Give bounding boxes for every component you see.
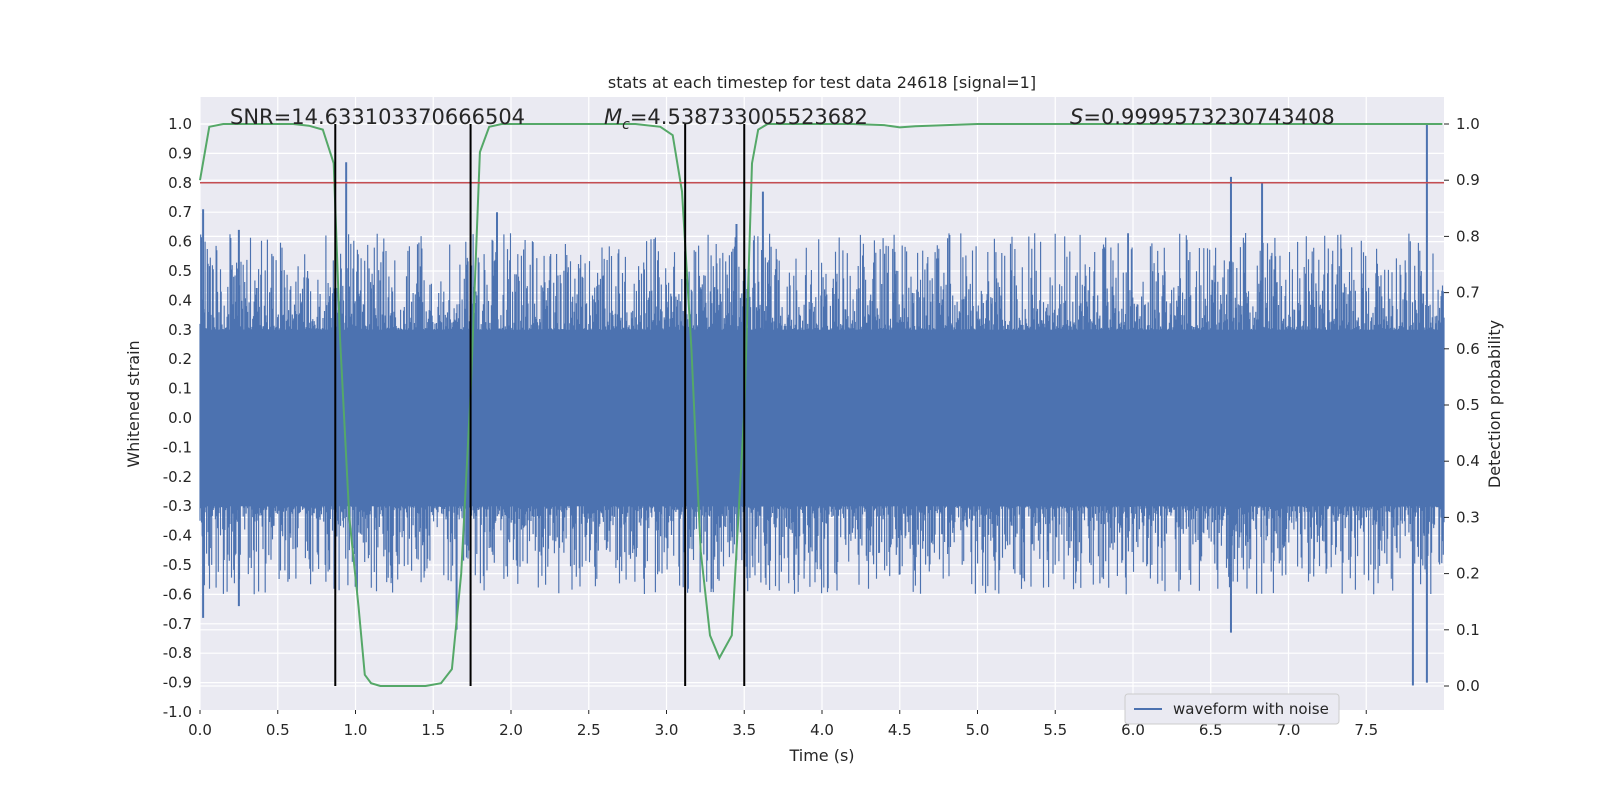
y-tick-label: 0.1 xyxy=(168,380,192,398)
x-tick-label: 1.5 xyxy=(421,721,445,739)
legend: waveform with noise xyxy=(1124,693,1340,725)
y-right-tick-label: 0.4 xyxy=(1456,452,1480,470)
y-right-tick-label: 0.9 xyxy=(1456,171,1480,189)
y-tick-label: -0.9 xyxy=(163,674,192,692)
y-right-tick-label: 0.8 xyxy=(1456,227,1480,245)
y-tick-label: -0.5 xyxy=(163,556,192,574)
waveform-series xyxy=(199,124,1445,686)
x-tick-label: 7.0 xyxy=(1277,721,1301,739)
x-tick-label: 0.0 xyxy=(188,721,212,739)
y-tick-label: -0.8 xyxy=(163,644,192,662)
y-right-tick-label: 1.0 xyxy=(1456,115,1480,133)
x-tick-label: 4.5 xyxy=(888,721,912,739)
tick-labels: -1.0 -0.9 -0.8 -0.7 -0.6 -0.5 -0.4 -0.3 -0.2 -0.1… xyxy=(163,115,1480,739)
x-tick-label: 0.5 xyxy=(266,721,290,739)
y-tick-label: 0.9 xyxy=(168,144,192,162)
y-right-tick-label: 0.3 xyxy=(1456,508,1480,526)
y-tick-label: 0.3 xyxy=(168,321,192,339)
y-tick-label: 0.8 xyxy=(168,174,192,192)
x-tick-label: 5.5 xyxy=(1043,721,1067,739)
y-right-tick-label: 0.2 xyxy=(1456,565,1480,583)
chirp-mass-symbol: M xyxy=(604,105,622,129)
chirp-mass-value: =4.538733005523682 xyxy=(630,105,868,129)
x-tick-label: 3.0 xyxy=(655,721,679,739)
y-tick-label: 0.6 xyxy=(168,233,192,251)
y-tick-label: 0.0 xyxy=(168,409,192,427)
y-tick-label: -0.1 xyxy=(163,438,192,456)
x-tick-label: 6.5 xyxy=(1199,721,1223,739)
y-tick-label: -0.4 xyxy=(163,527,192,545)
significance-symbol: S xyxy=(1070,105,1083,129)
y-right-tick-label: 0.1 xyxy=(1456,621,1480,639)
y-tick-label: 0.2 xyxy=(168,350,192,368)
y-tick-label: -0.6 xyxy=(163,585,192,603)
x-tick-label: 2.0 xyxy=(499,721,523,739)
y-tick-label: 0.7 xyxy=(168,203,192,221)
significance-annotation: S=0.9999573230743408 xyxy=(1070,105,1335,129)
y-tick-label: -0.2 xyxy=(163,468,192,486)
y-tick-label: 1.0 xyxy=(168,115,192,133)
x-tick-label: 3.5 xyxy=(732,721,756,739)
chirp-mass-annotation: Mc=4.538733005523682 xyxy=(604,105,868,133)
x-tick-label: 2.5 xyxy=(577,721,601,739)
x-tick-label: 4.0 xyxy=(810,721,834,739)
y-tick-label: -0.7 xyxy=(163,615,192,633)
x-tick-label: 5.0 xyxy=(966,721,990,739)
y-right-tick-label: 0.6 xyxy=(1456,340,1480,358)
x-axis-label: Time (s) xyxy=(788,746,854,765)
x-tick-label: 6.0 xyxy=(1121,721,1145,739)
chart-title: stats at each timestep for test data 246… xyxy=(608,73,1036,92)
y-axis-label: Whitened strain xyxy=(124,340,143,467)
legend-label-waveform: waveform with noise xyxy=(1173,700,1329,718)
y-tick-label: -1.0 xyxy=(163,703,192,721)
y-tick-label: 0.4 xyxy=(168,291,192,309)
y-axis-label-right: Detection probability xyxy=(1485,320,1504,488)
y-right-tick-label: 0.5 xyxy=(1456,396,1480,414)
x-tick-label: 7.5 xyxy=(1354,721,1378,739)
y-right-tick-label: 0.7 xyxy=(1456,284,1480,302)
x-tick-label: 1.0 xyxy=(344,721,368,739)
chirp-mass-subscript: c xyxy=(622,117,630,133)
y-tick-label: 0.5 xyxy=(168,262,192,280)
waveform-core-band xyxy=(200,329,1444,507)
y-right-tick-label: 0.0 xyxy=(1456,677,1480,695)
reference-lines xyxy=(200,124,1444,686)
legend-box xyxy=(1124,693,1340,725)
y-tick-label: -0.3 xyxy=(163,497,192,515)
snr-annotation: SNR=14.633103370666504 xyxy=(230,105,525,129)
significance-value: =0.9999573230743408 xyxy=(1083,105,1334,129)
